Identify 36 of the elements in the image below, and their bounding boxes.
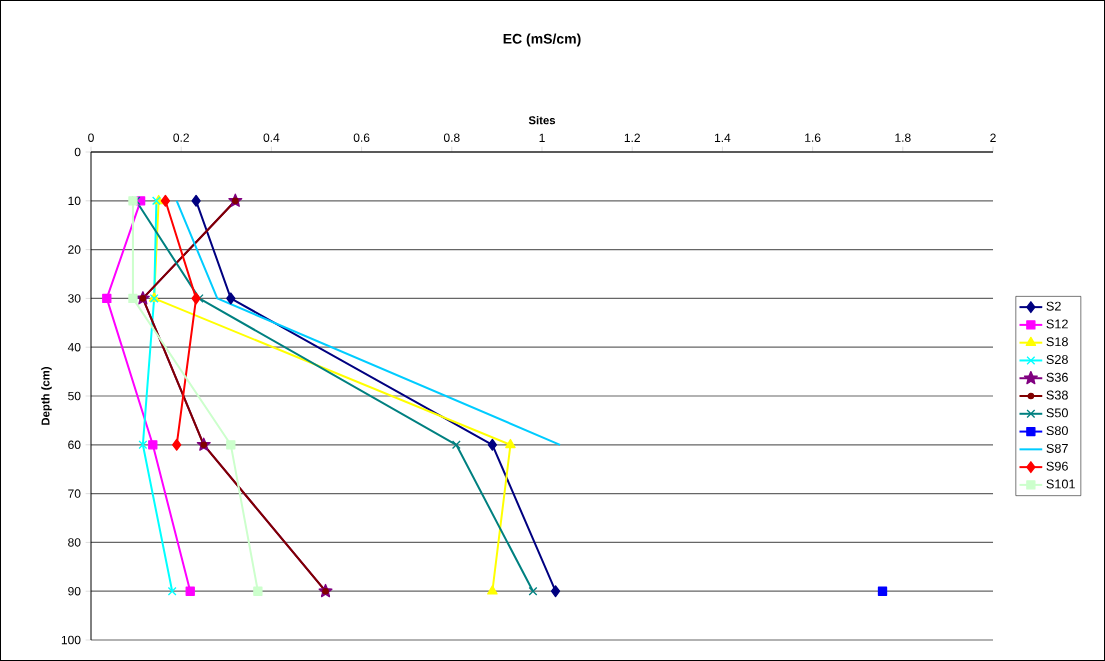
legend-label: S80 [1046,426,1068,436]
y-tick-label: 30 [68,294,81,303]
x-tick-label: 0.8 [443,133,460,142]
y-tick-label: 70 [68,489,81,498]
legend-label: S38 [1046,390,1068,400]
x-tick-label: 1.8 [895,133,911,142]
y-tick-label: 90 [68,586,81,596]
y-tick-label: 20 [68,245,81,254]
y-tick-label: 40 [67,342,81,352]
x-tick-label: 0.2 [173,133,189,142]
legend-label: S18 [1046,337,1068,347]
x-tick-label: 1.4 [714,133,731,142]
legend-label: S12 [1046,319,1068,329]
legend-label: S2 [1046,301,1061,311]
x-tick-label: 0.4 [263,133,280,142]
x-tick-label: 0 [88,133,94,142]
y-tick-label: 50 [68,391,81,401]
x-tick-label: 2 [990,133,996,142]
chart-title: EC (mS/cm) [503,33,581,47]
legend-label: S96 [1046,461,1068,471]
legend-label: S36 [1046,372,1068,382]
x-tick-label: 1.6 [805,133,821,142]
legend-label: S101 [1046,479,1075,489]
x-tick-label: 1 [539,133,545,142]
y-tick-label: 80 [68,538,81,547]
y-tick-label: 60 [68,440,81,450]
y-tick-label: 0 [74,147,81,157]
x-tick-label: 1.2 [624,133,640,142]
y-tick-label: 100 [61,635,81,645]
legend-label: S50 [1046,408,1068,418]
x-axis-title: Sites [528,115,556,125]
y-tick-label: 10 [68,196,81,206]
legend-label: S87 [1046,443,1068,453]
legend-label: S28 [1046,355,1068,364]
x-tick-label: 0.6 [353,133,370,142]
y-axis-title: Depth (cm) [41,367,52,425]
